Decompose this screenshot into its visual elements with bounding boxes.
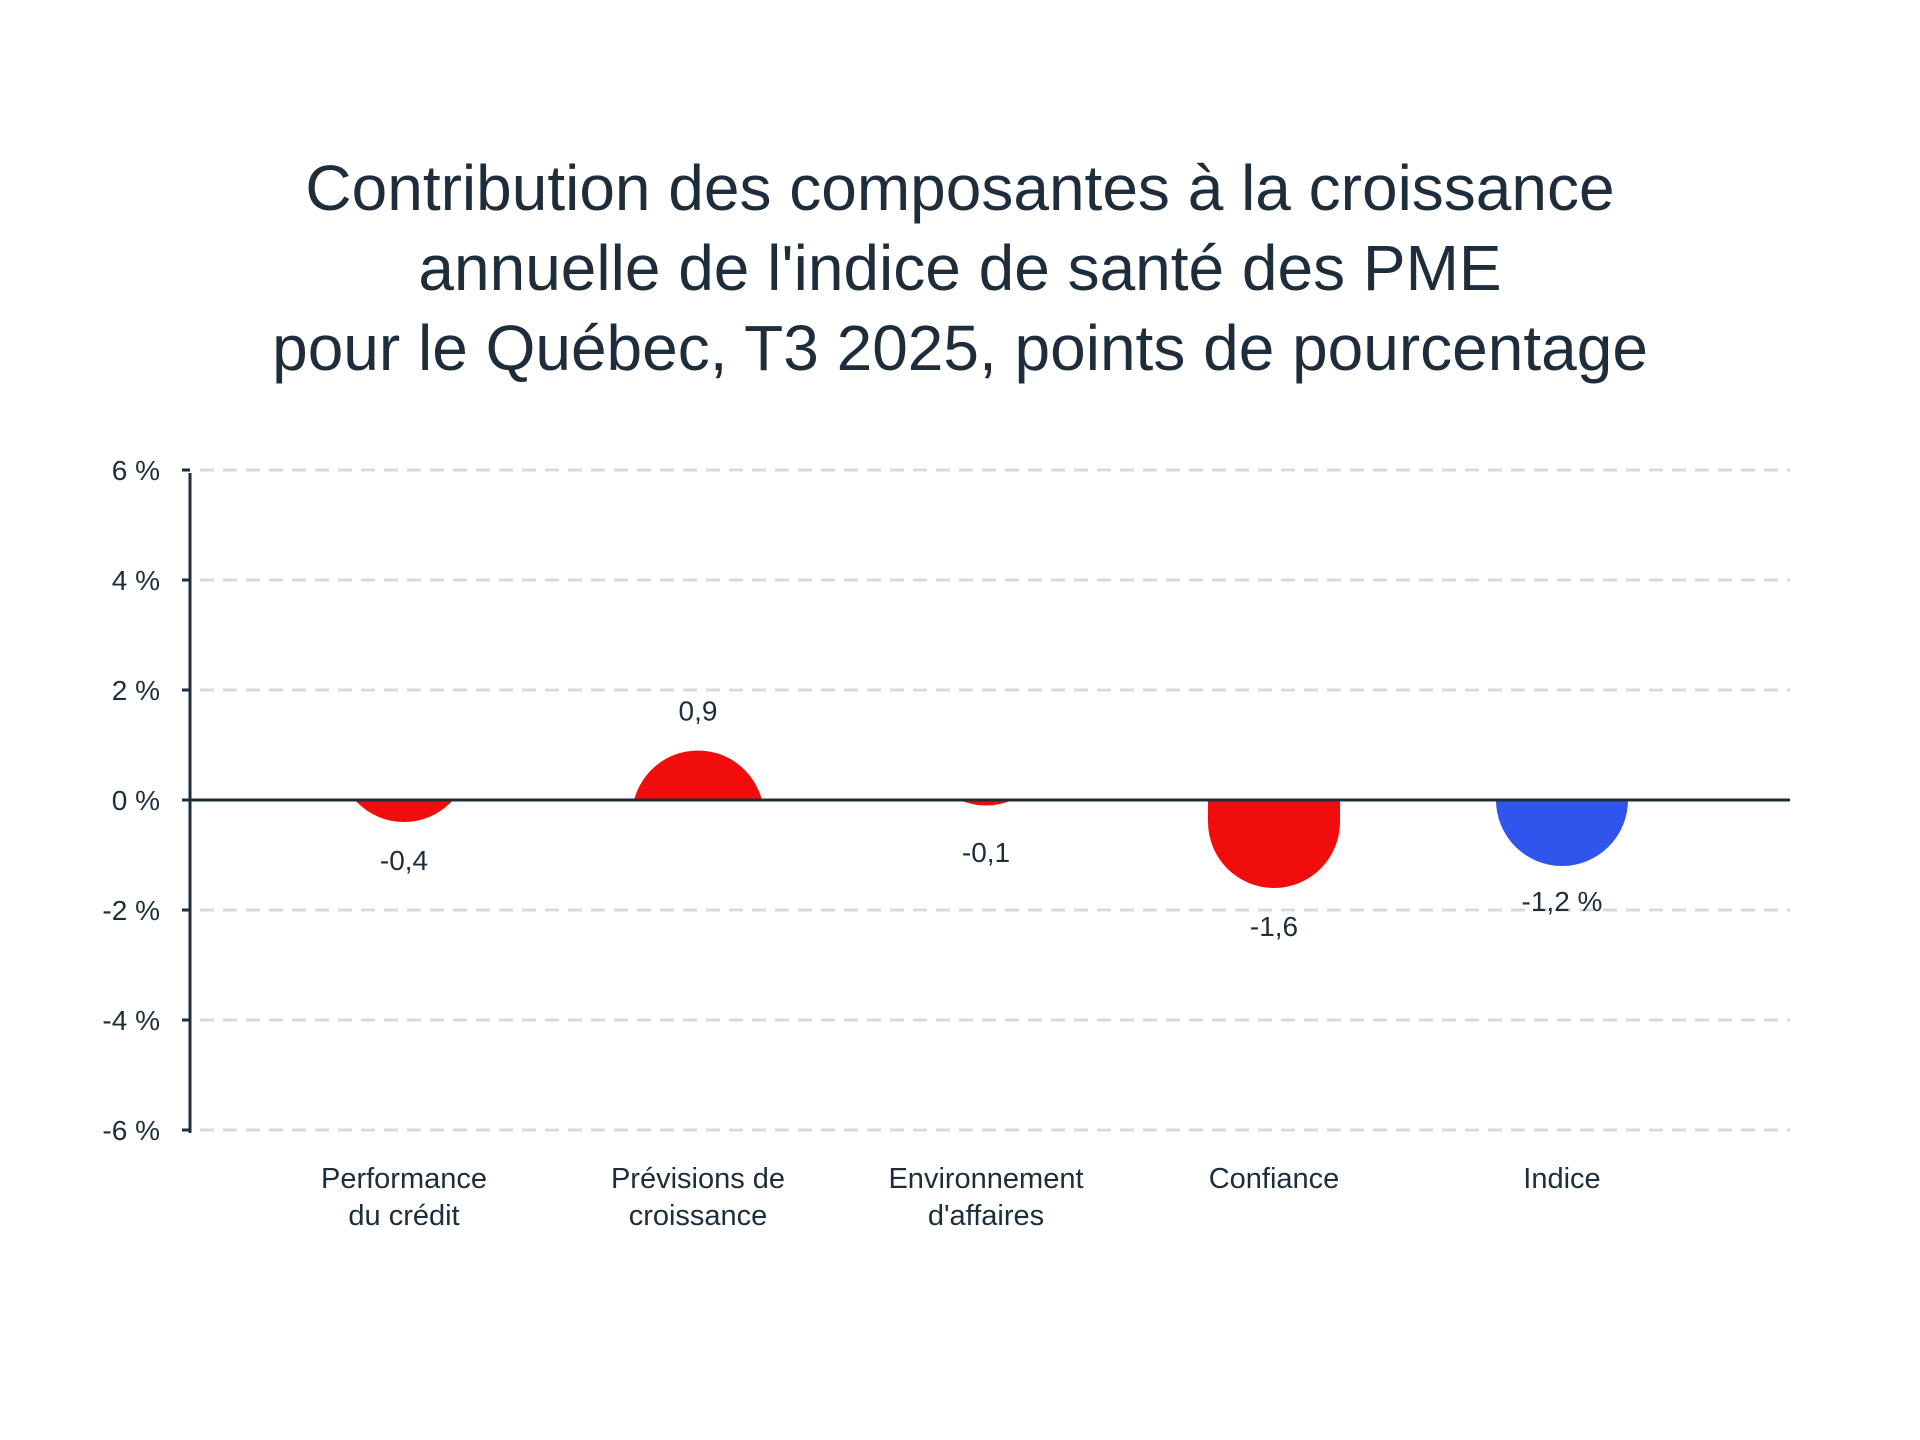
x-category-label: Environnement	[888, 1163, 1083, 1195]
data-label: -1,2 %	[1522, 886, 1603, 917]
bar	[634, 750, 762, 800]
y-tick-label: -2 %	[102, 895, 160, 926]
y-tick-label: 0 %	[112, 785, 160, 816]
bar-index	[1496, 800, 1628, 866]
x-category-label: du crédit	[348, 1200, 459, 1232]
x-category-label: croissance	[629, 1200, 768, 1232]
bar	[1208, 800, 1340, 888]
y-tick-label: -6 %	[102, 1115, 160, 1146]
chart-title-line-2: annuelle de l'indice de santé des PME	[418, 232, 1502, 304]
x-category-label: Prévisions de	[611, 1163, 785, 1195]
chart-title-line-1: Contribution des composantes à la croiss…	[305, 152, 1615, 224]
data-label: 0,9	[679, 696, 718, 727]
bar	[354, 800, 454, 822]
y-tick-label: 4 %	[112, 565, 160, 596]
y-tick-label: 6 %	[112, 455, 160, 486]
data-label: -0,1	[962, 837, 1010, 868]
data-label: -1,6	[1250, 911, 1298, 942]
x-category-label: Indice	[1523, 1163, 1600, 1195]
chart-title-line-3: pour le Québec, T3 2025, points de pourc…	[272, 312, 1648, 384]
chart-title: Contribution des composantes à la croiss…	[0, 148, 1920, 388]
y-tick-label: 2 %	[112, 675, 160, 706]
x-category-label: Performance	[321, 1163, 487, 1195]
data-label: -0,4	[380, 845, 428, 876]
x-category-label: Confiance	[1209, 1163, 1340, 1195]
x-category-label: d'affaires	[928, 1200, 1044, 1232]
y-tick-label: -4 %	[102, 1005, 160, 1036]
bar	[959, 800, 1013, 806]
